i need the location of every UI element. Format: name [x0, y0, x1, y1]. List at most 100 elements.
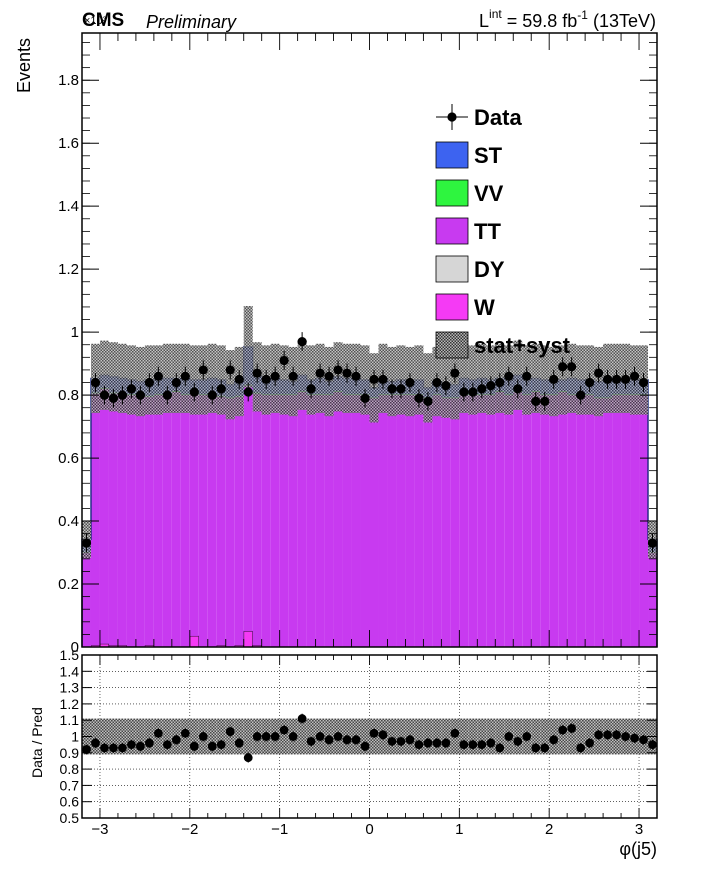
x-tick-label-5: 2	[545, 821, 553, 838]
bar-tt-15	[216, 396, 226, 646]
ratio-band-50	[531, 718, 541, 755]
data-point-58	[602, 374, 613, 384]
ratio-point-13	[198, 732, 208, 741]
ratio-point-21	[270, 732, 280, 741]
ratio-point-14	[207, 741, 217, 751]
ratio-band-22	[279, 718, 289, 755]
ratio-point-51	[540, 743, 550, 753]
lumi-minus-one: -1	[577, 8, 588, 22]
ratio-band-18	[243, 718, 253, 755]
data-point-51	[540, 396, 550, 406]
ratio-point-27	[324, 735, 334, 745]
legend-label-3: TT	[474, 219, 501, 244]
ratio-point-10	[171, 735, 181, 745]
legend-label-2: VV	[474, 181, 504, 206]
ratio-point-16	[225, 727, 235, 737]
ratio-y-tick-label-0: 0.5	[60, 810, 80, 826]
ratio-point-19	[252, 732, 262, 741]
ratio-band-5	[126, 718, 136, 755]
bar-tt-59	[612, 395, 622, 647]
ratio-y-tick-label-7: 1.2	[60, 696, 80, 712]
y-tick-label-6: 1.2	[58, 261, 79, 278]
data-point-38	[423, 396, 433, 406]
bar-tt-41	[450, 398, 460, 647]
data-point-2	[99, 390, 110, 400]
ratio-point-56	[585, 738, 595, 748]
ratio-band-14	[207, 718, 217, 755]
ratio-panel: 0.50.60.70.80.911.11.21.31.41.5−3 −2 −1 0 1 2…	[60, 647, 658, 838]
data-point-44	[477, 384, 487, 394]
ratio-point-62	[639, 735, 648, 745]
data-point-8	[153, 371, 163, 381]
data-point-11	[180, 371, 190, 381]
ratio-point-5	[127, 740, 136, 750]
bar-tt-33	[378, 395, 388, 647]
ratio-y-tick-label-6: 1.1	[60, 712, 80, 728]
ratio-band-55	[576, 718, 586, 755]
data-point-43	[468, 387, 478, 397]
x-tick-label-6: 3	[635, 821, 643, 838]
ratio-band-9	[162, 718, 172, 755]
ratio-band-51	[540, 718, 550, 755]
data-point-6	[135, 390, 145, 400]
data-point-34	[387, 384, 397, 394]
ratio-point-11	[180, 728, 190, 738]
bar-tt-28	[333, 391, 343, 647]
ratio-band-3	[108, 718, 118, 755]
ratio-y-tick-label-10: 1.5	[60, 647, 80, 663]
data-point-28	[333, 365, 343, 375]
bar-tt-58	[603, 398, 613, 647]
data-point-36	[405, 377, 415, 388]
ratio-point-43	[468, 740, 478, 750]
bar-tt-0	[82, 552, 91, 647]
ratio-band-31	[360, 718, 370, 755]
data-point-16	[225, 365, 235, 375]
ratio-point-63	[648, 740, 657, 750]
data-point-45	[486, 381, 496, 391]
ratio-point-48	[513, 736, 523, 746]
data-point-62	[638, 377, 649, 388]
band-bin-16	[225, 350, 235, 420]
y-tick-label-5: 1	[71, 324, 79, 341]
ratio-point-45	[486, 738, 496, 748]
bar-tt-57	[594, 398, 604, 647]
legend-swatch-dy	[435, 255, 469, 283]
bar-tt-50	[531, 391, 541, 647]
bar-tt-30	[351, 395, 361, 647]
data-point-10	[171, 377, 181, 388]
ratio-band-54	[567, 718, 577, 755]
ratio-band-56	[585, 718, 595, 755]
data-point-39	[432, 377, 442, 388]
ratio-point-53	[558, 725, 568, 735]
bar-tt-12	[189, 393, 199, 636]
ratio-point-4	[118, 743, 127, 753]
data-point-47	[504, 371, 514, 381]
ratio-point-35	[396, 736, 406, 746]
data-point-42	[459, 387, 469, 397]
bar-tt-11	[180, 395, 190, 647]
ratio-point-59	[612, 730, 621, 740]
bar-tt-13	[198, 395, 208, 647]
bar-tt-63	[648, 552, 657, 647]
x-tick-label-4: 1	[455, 821, 463, 838]
bar-tt-6	[135, 395, 145, 647]
ratio-band-43	[468, 718, 478, 755]
ratio-y-tick-label-3: 0.8	[60, 761, 80, 777]
y-axis-label: Events	[14, 38, 34, 93]
data-point-54	[567, 362, 577, 372]
data-point-46	[495, 377, 505, 388]
ratio-point-24	[297, 714, 307, 723]
bar-tt-47	[504, 395, 514, 647]
ratio-point-26	[315, 732, 325, 741]
data-point-20	[261, 374, 271, 384]
bar-tt-25	[306, 395, 316, 647]
bar-tt-31	[360, 395, 370, 647]
ratio-y-tick-label-2: 0.7	[60, 777, 80, 793]
data-point-53	[558, 362, 568, 372]
bar-tt-7	[144, 396, 154, 646]
bar-tt-4	[117, 396, 127, 646]
y-tick-label-7: 1.4	[58, 198, 79, 215]
legend-label-6: stat+syst	[474, 333, 571, 358]
x-tick-label-2: −1	[271, 821, 288, 838]
bar-tt-36	[405, 395, 415, 647]
